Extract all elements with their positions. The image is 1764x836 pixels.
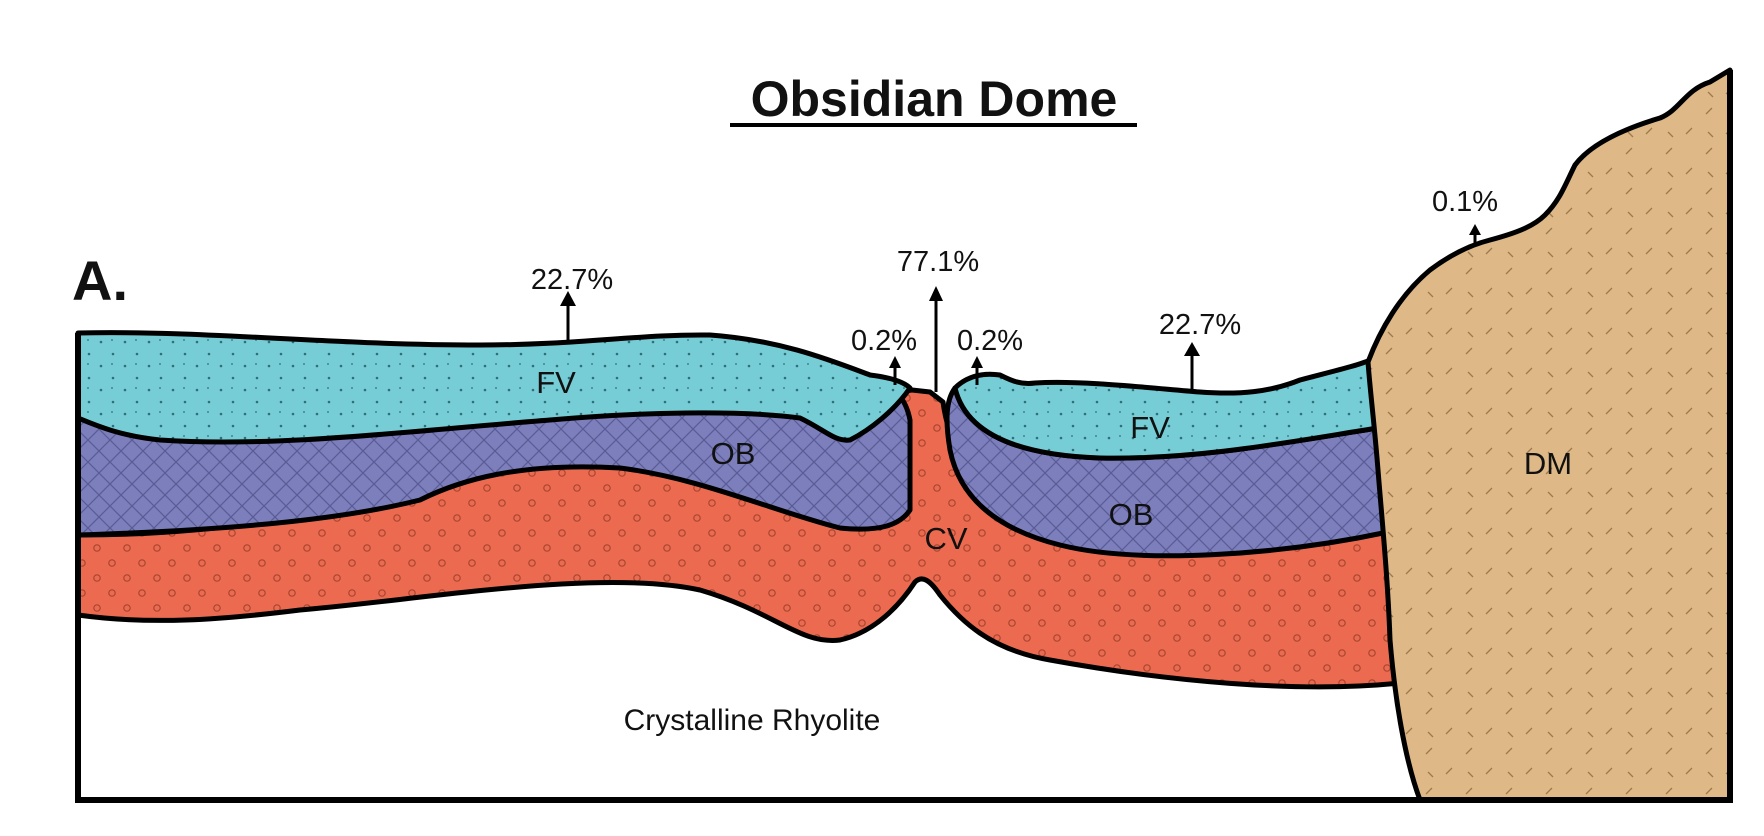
- arrow-fv-right: [1184, 342, 1200, 390]
- pct-fv-right: 22.7%: [1159, 309, 1241, 341]
- pct-cv-top: 77.1%: [897, 246, 979, 278]
- dm-unit: [1365, 67, 1733, 803]
- arrow-fv-left: [560, 291, 576, 343]
- fv-layer-right: [952, 357, 1381, 461]
- panel-label: A.: [72, 249, 128, 312]
- label-ob-right: OB: [1109, 497, 1154, 532]
- arrow-cv-top: [929, 286, 943, 392]
- label-cv: CV: [924, 521, 967, 556]
- section-frame: [75, 70, 1733, 803]
- pct-fv-left: 22.7%: [531, 264, 613, 296]
- fv-layer-left: [75, 330, 913, 445]
- pct-dm-top: 0.1%: [1432, 186, 1498, 218]
- label-fv-right: FV: [1130, 410, 1170, 445]
- arrow-ob-left: [889, 356, 901, 385]
- pct-ob-left: 0.2%: [851, 325, 917, 357]
- pct-ob-right: 0.2%: [957, 325, 1023, 357]
- diagram-title: Obsidian Dome: [751, 71, 1118, 127]
- arrow-ob-right: [971, 356, 983, 385]
- label-crystalline-rhyolite: Crystalline Rhyolite: [624, 704, 881, 737]
- label-dm: DM: [1524, 446, 1572, 481]
- label-fv-left: FV: [536, 365, 576, 400]
- arrow-dm-top: [1469, 224, 1481, 246]
- label-ob-left: OB: [711, 436, 756, 471]
